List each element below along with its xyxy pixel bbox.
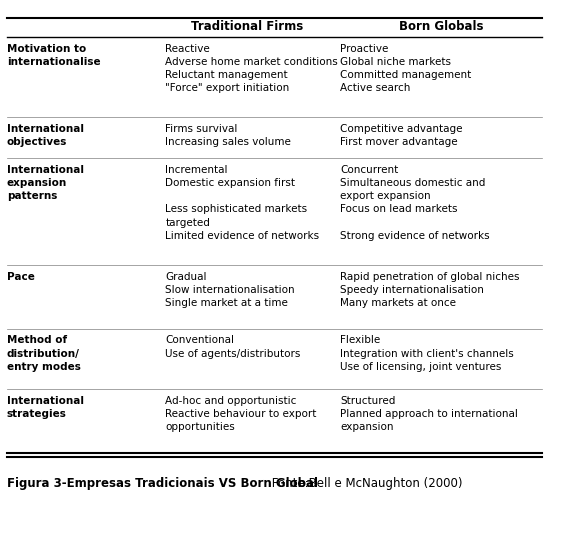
Text: International
strategies: International strategies: [7, 396, 84, 419]
Text: International
expansion
patterns: International expansion patterns: [7, 165, 84, 201]
Text: Method of
distribution/
entry modes: Method of distribution/ entry modes: [7, 335, 81, 372]
Text: Traditional Firms: Traditional Firms: [191, 20, 303, 33]
Text: Firms survival
Increasing sales volume: Firms survival Increasing sales volume: [166, 123, 291, 147]
Text: Reactive
Adverse home market conditions
Reluctant management
"Force" export init: Reactive Adverse home market conditions …: [166, 44, 338, 93]
Text: Gradual
Slow internationalisation
Single market at a time: Gradual Slow internationalisation Single…: [166, 272, 295, 309]
Text: Proactive
Global niche markets
Committed management
Active search: Proactive Global niche markets Committed…: [340, 44, 471, 93]
Text: International
objectives: International objectives: [7, 123, 84, 147]
Text: Motivation to
internationalise: Motivation to internationalise: [7, 44, 100, 67]
Text: Ad-hoc and opportunistic
Reactive behaviour to export
opportunities: Ad-hoc and opportunistic Reactive behavi…: [166, 396, 317, 432]
Text: Flexible
Integration with client's channels
Use of licensing, joint ventures: Flexible Integration with client's chann…: [340, 335, 514, 372]
Text: Pace: Pace: [7, 272, 35, 282]
Text: Conventional
Use of agents/distributors: Conventional Use of agents/distributors: [166, 335, 301, 358]
Text: Incremental
Domestic expansion first

Less sophisticated markets
targeted
Limite: Incremental Domestic expansion first Les…: [166, 165, 319, 241]
Text: Rapid penetration of global niches
Speedy internationalisation
Many markets at o: Rapid penetration of global niches Speed…: [340, 272, 520, 309]
Text: Concurrent
Simultaneous domestic and
export expansion
Focus on lead markets

Str: Concurrent Simultaneous domestic and exp…: [340, 165, 490, 241]
Text: Competitive advantage
First mover advantage: Competitive advantage First mover advant…: [340, 123, 463, 147]
Text: Structured
Planned approach to international
expansion: Structured Planned approach to internati…: [340, 396, 518, 432]
Text: Born Globals: Born Globals: [399, 20, 484, 33]
Text: Figura 3-Empresas Tradicionais VS Born Global: Figura 3-Empresas Tradicionais VS Born G…: [7, 477, 318, 491]
Text: Fonte:Bell e McNaughton (2000): Fonte:Bell e McNaughton (2000): [253, 477, 462, 491]
